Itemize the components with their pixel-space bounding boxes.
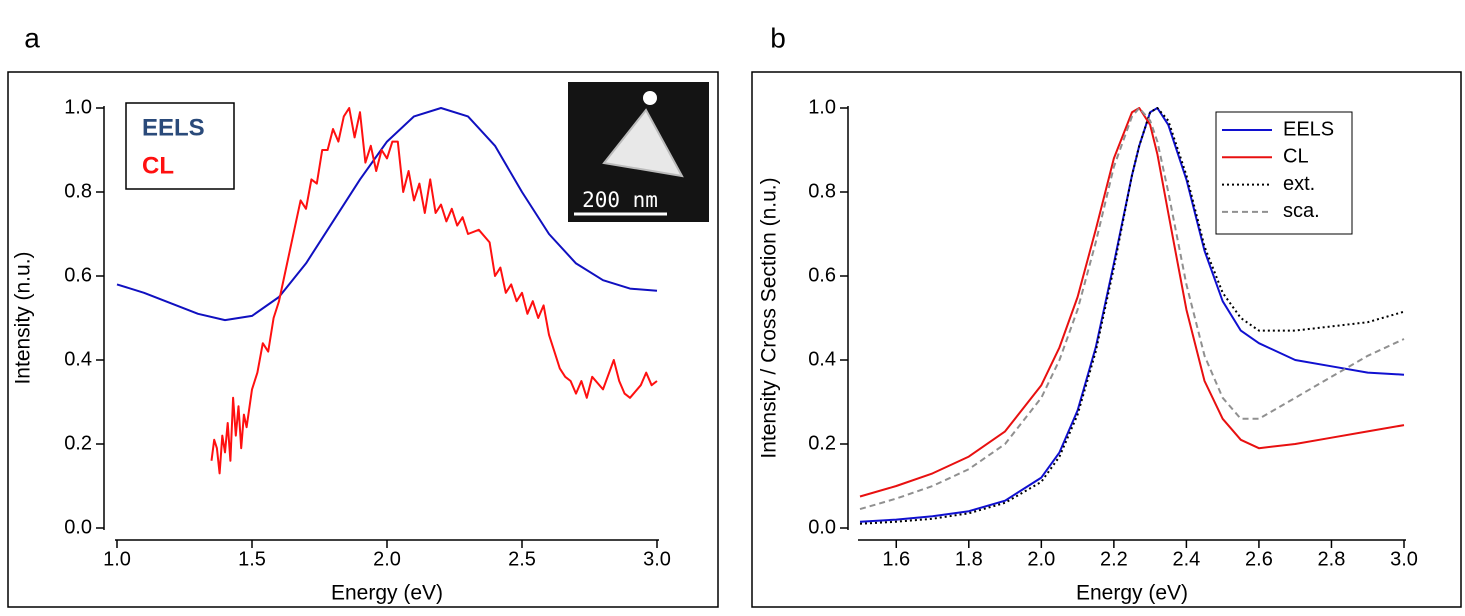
data-line	[859, 107, 1405, 525]
legend-box	[125, 102, 235, 190]
x-axis-label: Energy (eV)	[331, 582, 443, 605]
panel-label: b	[770, 22, 786, 53]
data-line	[859, 107, 1405, 523]
y-tick-label: 0.2	[64, 432, 92, 454]
x-tick-label: 2.2	[1100, 548, 1128, 570]
y-tick-label: 0.6	[64, 264, 92, 286]
legend-label: CL	[1283, 146, 1309, 168]
legend-label: EELS	[142, 114, 205, 141]
data-line	[116, 107, 658, 322]
data-line	[210, 107, 658, 475]
panel-frame	[7, 71, 719, 608]
x-tick-label: 1.6	[882, 548, 910, 570]
data-line	[859, 107, 1405, 498]
y-tick-label: 0.0	[64, 516, 92, 538]
legend-label: ext.	[1283, 173, 1315, 195]
y-tick-label: 1.0	[808, 96, 836, 118]
x-tick-label: 2.6	[1245, 548, 1273, 570]
x-tick-label: 2.8	[1318, 548, 1346, 570]
x-tick-label: 2.4	[1172, 548, 1200, 570]
y-tick-label: 0.8	[808, 180, 836, 202]
x-axis-label: Energy (eV)	[1076, 582, 1188, 605]
y-tick-label: 0.4	[64, 348, 92, 370]
data-line	[859, 107, 1405, 511]
y-tick-label: 0.2	[808, 432, 836, 454]
y-axis-label: Intensity (n.u.)	[12, 251, 35, 384]
x-tick-label: 2.0	[373, 548, 401, 570]
panel-frame	[751, 71, 1462, 608]
y-tick-label: 0.0	[808, 516, 836, 538]
x-tick-label: 1.0	[103, 548, 131, 570]
y-tick-label: 0.4	[808, 348, 836, 370]
legend-label: EELS	[1283, 118, 1334, 140]
scale-bar-label: 200 nm	[582, 188, 658, 212]
panel-label: a	[24, 22, 40, 53]
legend-box	[1215, 111, 1353, 235]
y-axis-label: Intensity / Cross Section (n.u.)	[758, 177, 781, 458]
legend-label: sca.	[1283, 200, 1320, 222]
x-tick-label: 3.0	[643, 548, 671, 570]
legend-label: CL	[142, 152, 174, 179]
beam-position	[643, 91, 657, 105]
y-tick-label: 1.0	[64, 96, 92, 118]
y-tick-label: 0.6	[808, 264, 836, 286]
x-tick-label: 3.0	[1390, 548, 1418, 570]
x-tick-label: 2.5	[508, 548, 536, 570]
x-tick-label: 1.5	[238, 548, 266, 570]
inset-particle	[602, 108, 684, 178]
x-tick-label: 2.0	[1027, 548, 1055, 570]
y-tick-label: 0.8	[64, 180, 92, 202]
x-tick-label: 1.8	[955, 548, 983, 570]
